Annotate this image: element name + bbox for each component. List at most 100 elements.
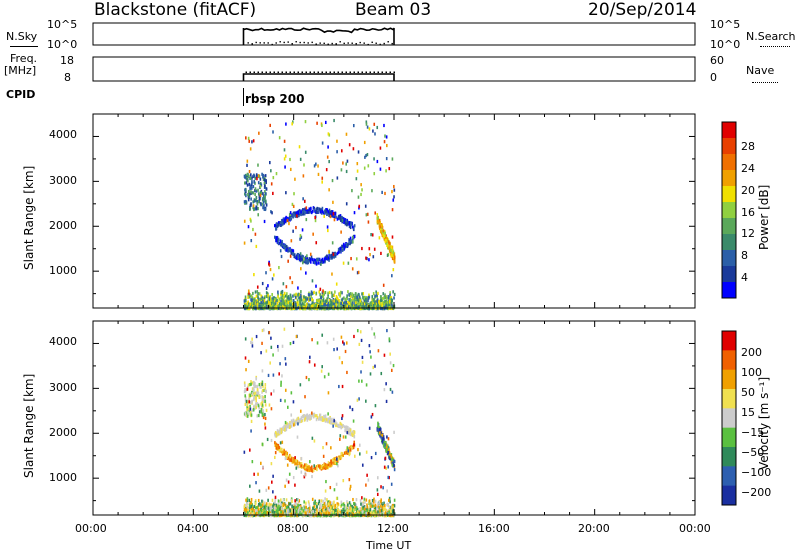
ground-scatter-cell <box>277 293 279 297</box>
ground-scatter-cell <box>380 500 382 504</box>
scatter-cell <box>297 416 300 420</box>
scatter-cell <box>337 464 339 468</box>
xtick-5: 20:00 <box>578 522 610 535</box>
arc-cell <box>276 444 278 448</box>
scatter-cell <box>336 462 338 466</box>
arc-cell <box>303 466 306 470</box>
arc-cell <box>322 260 325 264</box>
arc-cell <box>352 235 355 240</box>
ground-scatter-cell <box>353 508 355 512</box>
ground-scatter-cell <box>384 293 386 297</box>
ground-scatter-cell <box>308 512 311 517</box>
arc-cell <box>306 416 309 420</box>
scatter-cell <box>315 162 317 166</box>
ground-scatter-cell <box>305 511 307 515</box>
scatter-cell <box>374 132 376 136</box>
ground-scatter-cell <box>380 298 382 303</box>
scatter-cell <box>368 258 370 262</box>
echo-patch-cell <box>256 414 259 418</box>
scatter-cell <box>284 456 287 461</box>
arc-cell <box>279 241 281 245</box>
scatter-cell <box>297 422 299 426</box>
ground-scatter-cell <box>383 503 386 508</box>
ground-scatter-cell <box>333 293 335 297</box>
scatter-cell <box>346 446 349 450</box>
scatter-cell <box>385 135 388 139</box>
ground-scatter-cell <box>247 306 250 311</box>
arc-cell <box>311 209 314 213</box>
scatter-cell <box>284 154 287 158</box>
ground-scatter-cell <box>362 502 364 506</box>
date-label: 20/Sep/2014 <box>588 0 697 20</box>
arc-cell <box>342 424 344 428</box>
echo-patch-cell <box>245 414 248 418</box>
scatter-cell <box>298 145 301 149</box>
ground-scatter-cell <box>274 497 277 501</box>
velocity-cbar-tick-neg50: −50 <box>741 446 765 459</box>
arc-cell <box>298 253 301 258</box>
ground-scatter-cell <box>355 498 358 502</box>
ground-scatter-cell <box>250 501 253 505</box>
ground-scatter-cell <box>311 497 314 501</box>
ground-scatter-cell <box>334 305 337 309</box>
arc-cell <box>346 429 349 433</box>
arc-cell <box>346 222 349 226</box>
echo-patch-cell <box>244 398 247 402</box>
arc-cell <box>301 210 304 214</box>
ground-scatter-cell <box>294 502 297 506</box>
scatter-cell <box>303 257 305 261</box>
ground-scatter-cell <box>336 300 339 304</box>
arc-cell <box>328 256 331 260</box>
ground-scatter-cell <box>342 507 344 512</box>
ground-scatter-cell <box>276 509 279 513</box>
echo-patch-cell <box>248 182 251 187</box>
ground-scatter-cell <box>280 296 282 300</box>
scatter-cell <box>295 466 298 470</box>
ground-scatter-cell <box>331 501 333 505</box>
echo-patch-cell <box>260 191 263 195</box>
ground-scatter-cell <box>278 302 281 306</box>
scatter-cell <box>280 254 283 259</box>
ground-scatter-cell <box>330 302 332 306</box>
cpid-label: CPID <box>6 88 36 101</box>
echo-patch-cell <box>264 190 266 194</box>
scatter-cell <box>292 340 295 345</box>
ground-scatter-cell <box>352 510 355 514</box>
arc-cell <box>312 206 315 210</box>
nave-dot <box>353 71 355 73</box>
arc-cell <box>296 417 299 421</box>
ground-scatter-cell <box>343 296 345 300</box>
arc-cell <box>286 455 288 459</box>
arc-cell <box>349 236 352 240</box>
nsearch-dot <box>283 41 285 44</box>
ground-scatter-cell <box>341 304 344 308</box>
ground-scatter-cell <box>291 306 294 311</box>
ground-scatter-cell <box>346 507 349 511</box>
ground-scatter-cell <box>352 302 354 306</box>
ground-scatter-cell <box>286 304 289 308</box>
ground-scatter-cell <box>328 305 331 309</box>
ground-scatter-cell <box>372 292 375 296</box>
arc-cell <box>284 218 287 222</box>
arc-cell <box>275 239 278 243</box>
ground-scatter-cell <box>292 294 294 298</box>
late-streak-cell <box>389 248 391 252</box>
scatter-cell <box>386 253 389 257</box>
ground-scatter-cell <box>265 291 268 295</box>
scatter-cell <box>365 122 368 126</box>
scatter-cell <box>363 166 366 170</box>
scatter-cell <box>271 211 273 215</box>
ground-scatter-cell <box>318 499 321 504</box>
ground-scatter-cell <box>325 507 327 511</box>
scatter-cell <box>377 349 380 353</box>
ground-scatter-cell <box>265 504 268 508</box>
ground-scatter-cell <box>252 291 254 296</box>
ground-scatter-cell <box>324 497 326 501</box>
echo-patch-cell <box>255 384 257 389</box>
scatter-cell <box>244 188 246 192</box>
arc-cell <box>310 468 313 473</box>
ground-scatter-cell <box>337 508 340 513</box>
scatter-cell <box>262 465 264 469</box>
scatter-cell <box>253 472 255 476</box>
scatter-cell <box>332 337 335 341</box>
